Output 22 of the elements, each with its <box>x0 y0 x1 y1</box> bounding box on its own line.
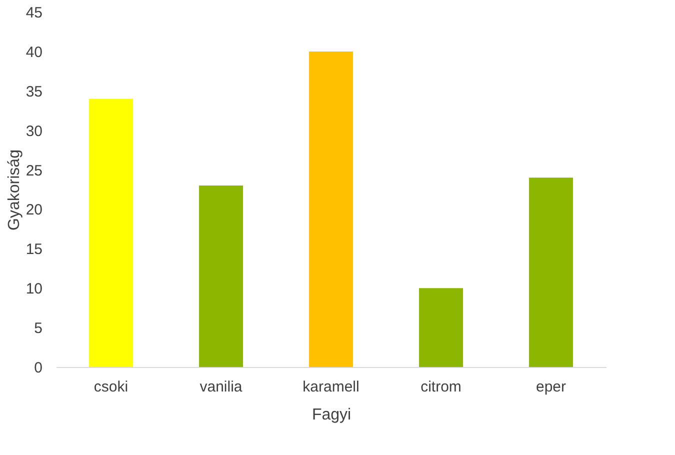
y-tick-label: 0 <box>34 360 42 376</box>
y-tick-label: 30 <box>26 122 42 140</box>
x-tick-label: citrom <box>420 378 462 396</box>
x-axis-title: Fagyi <box>312 406 352 424</box>
x-tick-label: vanilia <box>200 378 243 396</box>
x-tick-label: karamell <box>302 378 360 396</box>
bar <box>529 178 573 367</box>
y-tick-label: 10 <box>26 280 42 298</box>
y-tick-label: 5 <box>34 320 42 338</box>
y-tick-label: 25 <box>26 162 42 180</box>
bar <box>199 186 243 367</box>
y-tick-label: 20 <box>26 202 42 219</box>
y-tick-label: 45 <box>26 4 42 22</box>
y-tick-label: 40 <box>26 44 42 61</box>
bar <box>89 98 133 367</box>
y-tick-label: 35 <box>26 83 42 100</box>
x-tick-label: csoki <box>94 378 128 396</box>
y-axis-title: Gyakoriság <box>6 150 23 230</box>
x-tick-label: eper <box>536 378 566 396</box>
y-tick-label: 15 <box>26 241 42 258</box>
bar <box>309 51 353 367</box>
bar <box>419 288 463 367</box>
